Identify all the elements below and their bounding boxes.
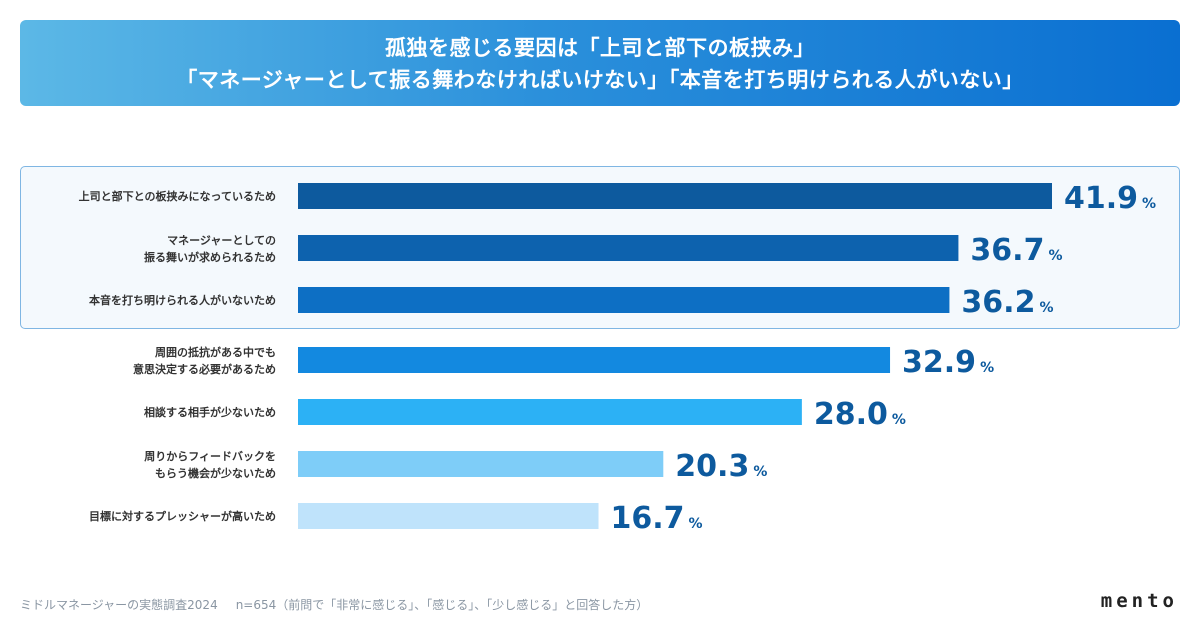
- value-label: 20.3%: [675, 449, 767, 484]
- value-label: 16.7%: [611, 501, 703, 536]
- category-label: マネージャーとしての振る舞いが求められるため: [144, 234, 276, 264]
- sample-note: n=654（前問で「非常に感じる」、「感じる」、「少し感じる」と回答した方）: [235, 598, 649, 612]
- headline-line-2: 「マネージャーとして振る舞わなければいけない」「本音を打ち明けられる人がいない」: [176, 68, 1024, 92]
- headline-line-1: 孤独を感じる要因は「上司と部下の板挟み」: [385, 36, 815, 60]
- source-label: ミドルマネージャーの実態調査2024: [20, 598, 218, 612]
- bar: [298, 235, 959, 261]
- category-label: 周囲の抵抗がある中でも意思決定する必要があるため: [133, 345, 276, 376]
- value-label: 28.0%: [814, 397, 906, 432]
- bar: [298, 347, 891, 373]
- category-label: 周りからフィードバックをもらう機会が少ないため: [144, 450, 276, 480]
- category-label: 相談する相手が少ないため: [144, 405, 276, 419]
- bar: [298, 399, 802, 425]
- mento-logo: mento: [1100, 590, 1178, 612]
- bar: [298, 503, 599, 529]
- bar: [298, 451, 664, 477]
- category-label: 上司と部下との板挟みになっているため: [79, 189, 276, 203]
- value-label: 36.7%: [970, 233, 1062, 268]
- category-label: 目標に対するプレッシャーが高いため: [89, 509, 276, 523]
- bar: [298, 183, 1052, 209]
- value-label: 36.2%: [961, 285, 1053, 320]
- value-label: 32.9%: [902, 345, 994, 380]
- headline-banner: 孤独を感じる要因は「上司と部下の板挟み」 「マネージャーとして振る舞わなければい…: [20, 20, 1180, 106]
- bar: [298, 287, 950, 313]
- footer: ミドルマネージャーの実態調査2024 n=654（前問で「非常に感じる」、「感じる…: [20, 596, 648, 613]
- category-label: 本音を打ち明けられる人がいないため: [89, 293, 276, 307]
- value-label: 41.9%: [1064, 181, 1156, 216]
